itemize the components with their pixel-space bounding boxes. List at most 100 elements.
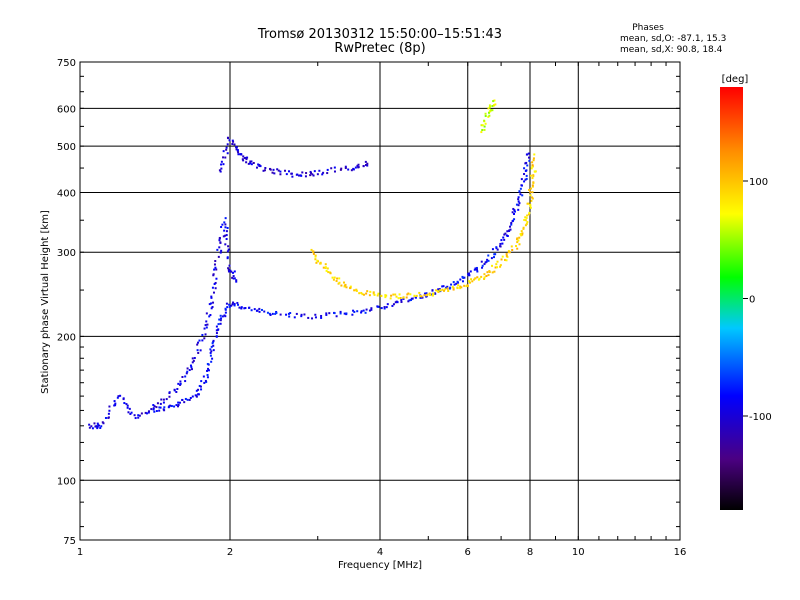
data-point (173, 388, 176, 391)
data-point (332, 278, 335, 281)
data-point (357, 166, 360, 169)
data-point (411, 297, 414, 300)
y-tick-label: 750 (57, 58, 76, 69)
data-point (228, 305, 231, 308)
data-point (147, 410, 150, 413)
data-point (219, 319, 222, 322)
data-point (521, 194, 524, 197)
data-point (212, 344, 215, 347)
data-point (515, 203, 518, 206)
data-point (232, 275, 235, 278)
data-point (175, 404, 178, 407)
data-point (185, 372, 188, 375)
data-point (276, 168, 279, 171)
data-point (195, 394, 198, 397)
data-point (491, 264, 494, 267)
data-point (285, 313, 288, 316)
data-point (504, 258, 507, 261)
data-point (472, 278, 475, 281)
data-point (219, 170, 222, 173)
data-point (321, 173, 324, 176)
data-point (212, 340, 215, 343)
data-point (126, 404, 129, 407)
data-point (383, 306, 386, 309)
data-point (128, 407, 131, 410)
data-point (156, 402, 159, 405)
data-point (181, 398, 184, 401)
data-point (487, 107, 490, 110)
data-point (314, 255, 317, 258)
data-point (263, 169, 266, 172)
data-point (507, 251, 510, 254)
data-point (468, 274, 471, 277)
data-point (206, 374, 209, 377)
data-point (98, 424, 101, 427)
data-point (366, 164, 369, 167)
data-point (475, 268, 478, 271)
data-point (179, 383, 182, 386)
x-tick-label: 2 (227, 547, 233, 558)
data-point (210, 360, 213, 363)
data-point (245, 161, 248, 164)
data-point (227, 268, 230, 271)
data-point (210, 307, 213, 310)
data-point (153, 405, 156, 408)
data-point (499, 245, 502, 248)
data-point (147, 411, 150, 414)
data-point (532, 175, 535, 178)
data-point (527, 152, 530, 155)
data-point (163, 406, 166, 409)
data-point (212, 274, 215, 277)
data-point (224, 308, 227, 311)
data-point (211, 342, 214, 345)
data-point (493, 256, 496, 259)
data-point (365, 163, 368, 166)
data-point (274, 312, 277, 315)
data-point (486, 271, 489, 274)
data-point (233, 302, 236, 305)
data-point (213, 282, 216, 285)
data-point (219, 322, 222, 325)
data-point (213, 263, 216, 266)
data-point (524, 178, 527, 181)
data-point (311, 173, 314, 176)
data-point (335, 315, 338, 318)
data-point (114, 402, 117, 405)
data-point (222, 235, 225, 238)
x-axis-label: Frequency [MHz] (338, 560, 422, 571)
data-point (353, 289, 356, 292)
data-point (220, 226, 223, 229)
data-point (487, 259, 490, 262)
data-point (205, 320, 208, 323)
data-point (526, 221, 529, 224)
data-point (247, 162, 250, 165)
data-point (519, 193, 522, 196)
data-point (273, 172, 276, 175)
data-point (524, 219, 527, 222)
data-point (356, 164, 359, 167)
data-point (529, 187, 532, 190)
data-point (526, 214, 529, 217)
data-point (326, 172, 329, 175)
data-point (158, 406, 161, 409)
data-point (467, 272, 470, 275)
data-point (232, 140, 235, 143)
data-point (525, 174, 528, 177)
data-point (394, 293, 397, 296)
data-point (483, 119, 486, 122)
data-point (215, 268, 218, 271)
data-point (168, 405, 171, 408)
data-point (179, 380, 182, 383)
data-point (226, 257, 229, 260)
data-point (279, 170, 282, 173)
data-point (197, 388, 200, 391)
data-point (96, 427, 99, 430)
data-point (499, 264, 502, 267)
data-point (214, 260, 217, 263)
data-point (237, 151, 240, 154)
data-points (88, 99, 537, 430)
data-point (191, 357, 194, 360)
data-point (285, 173, 288, 176)
data-point (460, 286, 463, 289)
data-point (529, 204, 532, 207)
